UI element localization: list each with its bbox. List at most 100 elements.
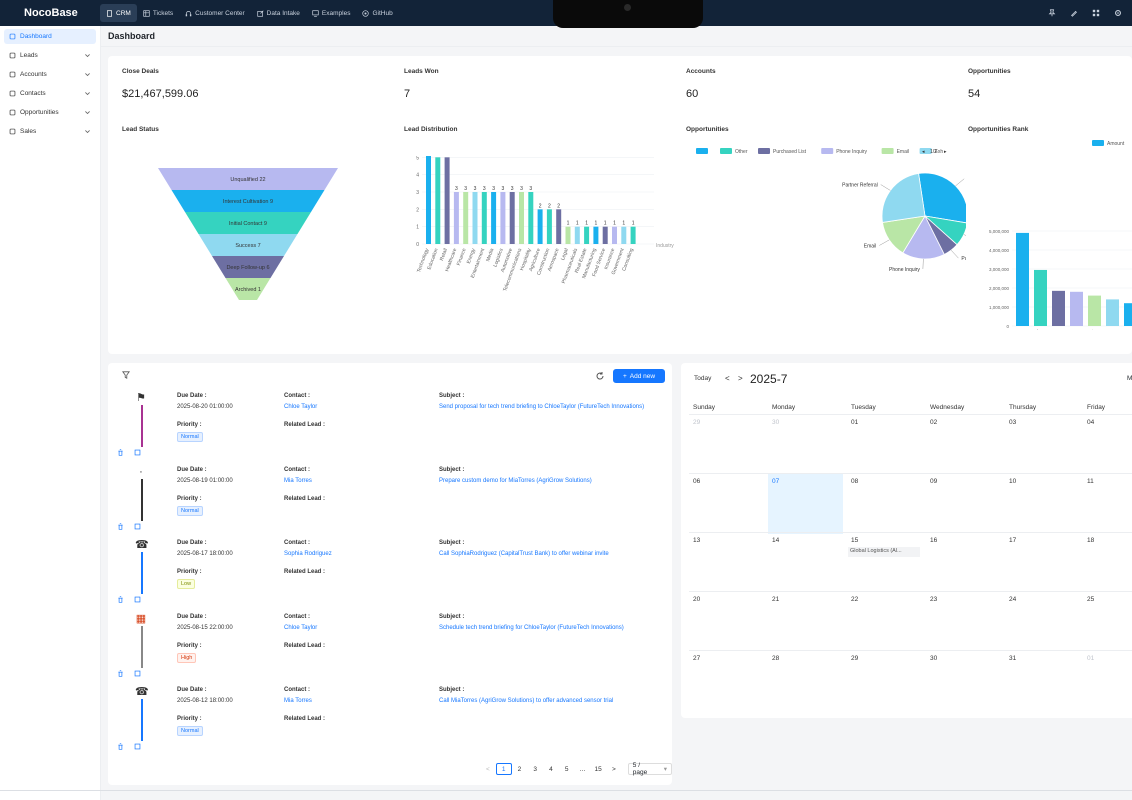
pagination-next[interactable]: >	[612, 765, 616, 773]
edit-icon[interactable]	[134, 670, 141, 677]
task-item[interactable]: ▦ Due Date : 2025-08-15 22:00:00 Priority :…	[108, 610, 672, 684]
bar[interactable]	[500, 192, 506, 244]
calendar-day[interactable]: 15	[851, 537, 859, 544]
calendar-day[interactable]: 25	[1087, 596, 1095, 603]
contact-link[interactable]: Sophia Rodriguez	[284, 551, 332, 557]
calendar-today-cell[interactable]	[768, 474, 843, 534]
bar[interactable]	[463, 192, 469, 244]
calendar-day[interactable]: 09	[930, 478, 938, 485]
subject-link[interactable]: Call MiaTorres (AgriGrow Solutions) to o…	[439, 698, 614, 704]
funnel-stage[interactable]	[158, 168, 338, 190]
calendar-day[interactable]: 11	[1087, 478, 1094, 485]
calendar-day[interactable]: 17	[1009, 537, 1017, 544]
topnav-tickets[interactable]: Tickets	[137, 4, 179, 22]
calendar-day[interactable]: 23	[930, 596, 938, 603]
bar[interactable]	[472, 192, 478, 244]
legend-swatch[interactable]	[821, 148, 834, 154]
calendar-day[interactable]: 31	[1009, 655, 1017, 662]
next-month-button[interactable]: >	[738, 374, 743, 383]
edit-icon[interactable]	[134, 743, 141, 750]
bar[interactable]	[1124, 303, 1132, 326]
sidebar-item-dashboard[interactable]: Dashboard	[4, 29, 96, 44]
calendar-day[interactable]: 01	[1087, 655, 1095, 662]
bar[interactable]	[519, 192, 524, 244]
calendar-day[interactable]: 24	[1009, 596, 1017, 603]
subject-link[interactable]: Schedule tech trend briefing for ChloeTa…	[439, 624, 624, 631]
funnel-stage[interactable]	[185, 212, 311, 234]
funnel-stage[interactable]	[198, 234, 298, 256]
calendar-day[interactable]: 18	[1087, 537, 1095, 544]
pagination-page[interactable]: 2	[517, 765, 522, 773]
subject-link[interactable]: Prepare custom demo for MiaTorres (AgriG…	[439, 477, 592, 484]
calendar-day[interactable]: 03	[1009, 419, 1017, 426]
bar[interactable]	[537, 209, 543, 244]
edit-icon[interactable]	[134, 596, 141, 603]
topnav-data-intake[interactable]: Data Intake	[251, 4, 306, 22]
sidebar-item-leads[interactable]: Leads	[4, 48, 96, 63]
calendar-event[interactable]: Global Logistics (Al...	[848, 547, 920, 557]
delete-icon[interactable]	[117, 743, 124, 750]
bar[interactable]	[1052, 290, 1065, 326]
legend-next-icon[interactable]: ▸	[944, 149, 947, 155]
calendar-day[interactable]: 07	[772, 478, 780, 485]
calendar-day[interactable]: 30	[930, 655, 938, 662]
bar[interactable]	[546, 209, 552, 244]
task-item[interactable]: · Due Date : 2025-08-19 01:00:00 Priority :…	[108, 463, 672, 537]
pagination-page[interactable]: 1	[495, 763, 512, 775]
calendar-day[interactable]: 13	[693, 537, 701, 544]
task-item[interactable]: ☎ Due Date : 2025-08-17 18:00:00 Priority :…	[108, 536, 672, 610]
bar[interactable]	[1016, 232, 1029, 326]
bar[interactable]	[1070, 291, 1083, 326]
delete-icon[interactable]	[117, 522, 124, 530]
logo[interactable]: NocoBase	[24, 7, 78, 19]
calendar-day[interactable]: 10	[1009, 478, 1017, 485]
bar[interactable]	[509, 192, 515, 244]
calendar-day[interactable]: 28	[772, 655, 780, 662]
legend-prev-icon[interactable]: ◂	[922, 149, 925, 155]
calendar-day[interactable]: 01	[851, 419, 859, 426]
calendar-day[interactable]: 08	[851, 478, 859, 485]
bar[interactable]	[435, 157, 441, 244]
calendar-day[interactable]: 21	[772, 596, 780, 603]
delete-icon[interactable]	[117, 449, 124, 456]
refresh-button[interactable]	[594, 370, 606, 382]
gear-icon[interactable]	[1114, 9, 1122, 17]
sidebar-item-opportunities[interactable]: Opportunities	[4, 105, 96, 120]
bar[interactable]	[528, 192, 534, 244]
pagination-page[interactable]: 4	[549, 765, 553, 773]
topnav-crm[interactable]: CRM	[100, 4, 137, 22]
calendar-day[interactable]: 04	[1087, 419, 1095, 426]
pagination-page[interactable]: 5	[564, 765, 569, 773]
bar[interactable]	[1106, 299, 1119, 326]
add-new-button[interactable]: + Add new	[613, 369, 665, 383]
legend-swatch[interactable]	[919, 148, 932, 154]
legend-swatch[interactable]	[881, 148, 894, 154]
calendar-day[interactable]: 22	[851, 596, 859, 603]
bar[interactable]	[444, 157, 450, 244]
topnav-customer-center[interactable]: Customer Center	[179, 4, 251, 22]
bar[interactable]	[453, 192, 459, 244]
pagination-page[interactable]: …	[579, 765, 586, 773]
bar[interactable]	[584, 226, 590, 244]
contact-link[interactable]: Mia Torres	[284, 477, 312, 484]
calendar-day[interactable]: 29	[693, 419, 701, 426]
funnel-stage[interactable]	[225, 278, 271, 300]
edit-icon[interactable]	[134, 523, 141, 530]
bar[interactable]	[593, 226, 599, 244]
subject-link[interactable]: Send proposal for tech trend briefing to…	[439, 404, 645, 410]
prev-month-button[interactable]: <	[725, 374, 730, 383]
delete-icon[interactable]	[117, 596, 124, 603]
pie-slice[interactable]	[918, 172, 966, 224]
bar[interactable]	[621, 226, 627, 244]
legend-swatch[interactable]	[696, 148, 708, 154]
topnav-examples[interactable]: Examples	[306, 4, 357, 22]
bar[interactable]	[491, 192, 497, 244]
edit-icon[interactable]	[134, 449, 141, 456]
calendar-day[interactable]: 06	[693, 478, 701, 485]
pie-slice[interactable]	[881, 173, 926, 223]
filter-icon[interactable]	[122, 371, 130, 379]
bar[interactable]	[1034, 269, 1047, 326]
topnav-github[interactable]: GitHub	[356, 4, 398, 22]
calendar-day[interactable]: 27	[693, 655, 701, 662]
bar[interactable]	[426, 156, 431, 244]
